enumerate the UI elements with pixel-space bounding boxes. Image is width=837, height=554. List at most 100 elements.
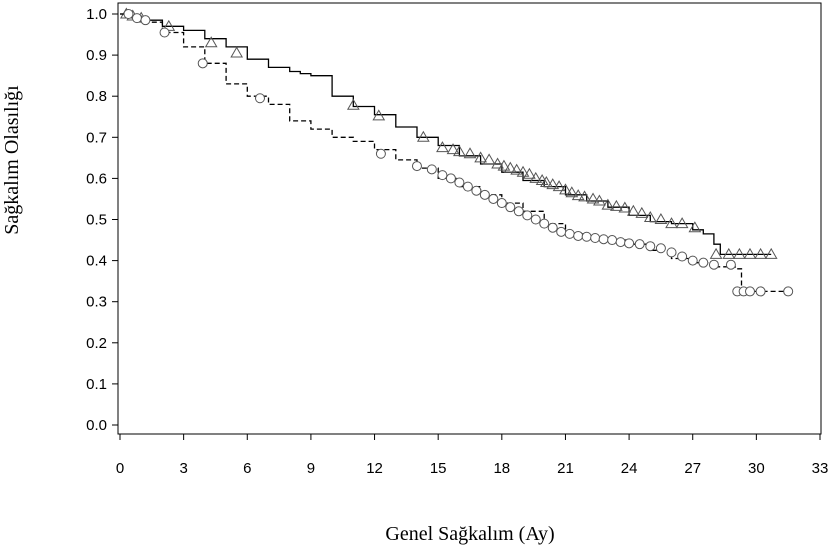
censor-marker-circle (255, 93, 265, 104)
survival-curve-1 (120, 13, 772, 256)
y-tick-label: 0.6 (86, 170, 107, 187)
censor-marker-circle (634, 239, 645, 250)
y-tick-label: 0.5 (86, 212, 107, 229)
censor-marker-circle (645, 241, 656, 252)
censor-marker-circle (755, 286, 766, 297)
censor-marker-circle (159, 27, 170, 38)
censor-marker-triangle (601, 198, 615, 210)
censor-marker-triangle (482, 153, 496, 165)
censor-marker-circle (140, 15, 151, 26)
x-axis: 0 3 6 9 12 15 18 21 24 27 30 33 (116, 434, 828, 477)
censor-marker-triangle (416, 130, 430, 142)
censor-marker-circle (445, 173, 456, 184)
censor-marker-triangle (609, 199, 623, 211)
censor-markers-2 (123, 9, 794, 297)
censor-marker-triangle (626, 204, 640, 216)
y-tick-label: 0.0 (86, 417, 107, 434)
censor-marker-circle (454, 177, 465, 188)
x-axis-title: Genel Sağkalım (Ay) (385, 523, 554, 545)
censor-marker-triangle (463, 147, 477, 159)
x-tick-label: 27 (684, 460, 701, 477)
censor-marker-circle (598, 234, 609, 245)
y-tick-label: 0.1 (86, 376, 107, 393)
censor-marker-triangle (539, 176, 553, 188)
censor-marker-triangle (474, 151, 487, 163)
censor-marker-circle (615, 237, 626, 248)
censor-marker-circle (131, 13, 142, 24)
x-tick-label: 21 (557, 460, 574, 477)
censor-marker-circle (573, 230, 584, 241)
censor-marker-circle (496, 198, 507, 209)
plot-frame (117, 2, 822, 435)
censor-marker-circle (725, 259, 736, 270)
censor-marker-circle (783, 286, 794, 297)
censor-marker-circle (197, 58, 208, 69)
censor-marker-triangle (654, 213, 668, 224)
censor-marker-triangle (565, 186, 579, 198)
y-tick-label: 0.4 (86, 253, 107, 270)
censor-marker-circle (677, 251, 688, 262)
y-axis-title: Sağkalım Olasılığı (1, 85, 23, 235)
censor-marker-triangle (204, 36, 218, 48)
x-tick-label: 12 (366, 460, 383, 477)
x-tick-label: 15 (430, 460, 447, 477)
y-tick-label: 0.8 (86, 88, 107, 105)
y-tick-label: 0.7 (86, 129, 107, 146)
censor-marker-circle (426, 164, 437, 175)
x-tick-label: 30 (748, 460, 765, 477)
y-tick-label: 0.9 (86, 47, 107, 64)
censor-marker-triangle (503, 161, 517, 173)
censor-marker-circle (539, 218, 550, 229)
censor-marker-triangle (593, 194, 606, 206)
censor-marker-triangle (754, 247, 767, 259)
censor-marker-triangle (552, 180, 566, 192)
censor-marker-circle (437, 170, 448, 181)
censor-marker-triangle (529, 171, 543, 183)
censor-marker-triangle (516, 165, 530, 177)
censor-marker-triangle (372, 109, 386, 121)
censor-marker-triangle (578, 190, 591, 202)
censor-marker-triangle (546, 178, 560, 190)
censor-marker-triangle (523, 167, 536, 179)
censor-marker-circle (581, 231, 592, 242)
censor-marker-triangle (497, 159, 511, 171)
censor-marker-circle (530, 214, 541, 225)
censor-markers-1 (119, 7, 778, 259)
x-tick-label: 9 (307, 460, 315, 477)
censor-marker-circle (655, 243, 666, 254)
censor-marker-circle (123, 9, 134, 19)
series-layer (119, 7, 794, 297)
y-tick-label: 1.0 (86, 6, 107, 23)
censor-marker-circle (556, 226, 567, 237)
censor-marker-triangle (675, 217, 689, 229)
censor-marker-circle (564, 228, 575, 239)
x-tick-label: 6 (243, 460, 251, 477)
x-tick-label: 3 (179, 460, 187, 477)
censor-marker-circle (462, 181, 473, 192)
censor-marker-circle (745, 286, 755, 297)
censor-marker-triangle (446, 143, 460, 155)
x-tick-label: 18 (493, 460, 510, 477)
censor-marker-circle (488, 193, 499, 204)
censor-marker-triangle (764, 247, 778, 259)
censor-marker-circle (522, 210, 533, 221)
x-tick-label: 24 (621, 460, 638, 477)
censor-marker-triangle (230, 46, 244, 58)
censor-marker-circle (375, 148, 386, 159)
censor-marker-circle (547, 222, 558, 233)
censor-marker-circle (513, 206, 524, 217)
censor-marker-triangle (436, 141, 449, 153)
censor-marker-circle (590, 232, 601, 243)
censor-marker-triangle (743, 247, 757, 259)
y-tick-label: 0.2 (86, 335, 107, 352)
censor-marker-triangle (510, 163, 524, 175)
censor-marker-triangle (618, 201, 632, 213)
censor-marker-circle (698, 257, 709, 268)
censor-marker-circle (666, 247, 677, 258)
censor-marker-triangle (559, 183, 572, 195)
censor-marker-circle (687, 255, 698, 266)
censor-marker-circle (479, 189, 490, 200)
censor-marker-triangle (709, 247, 723, 259)
